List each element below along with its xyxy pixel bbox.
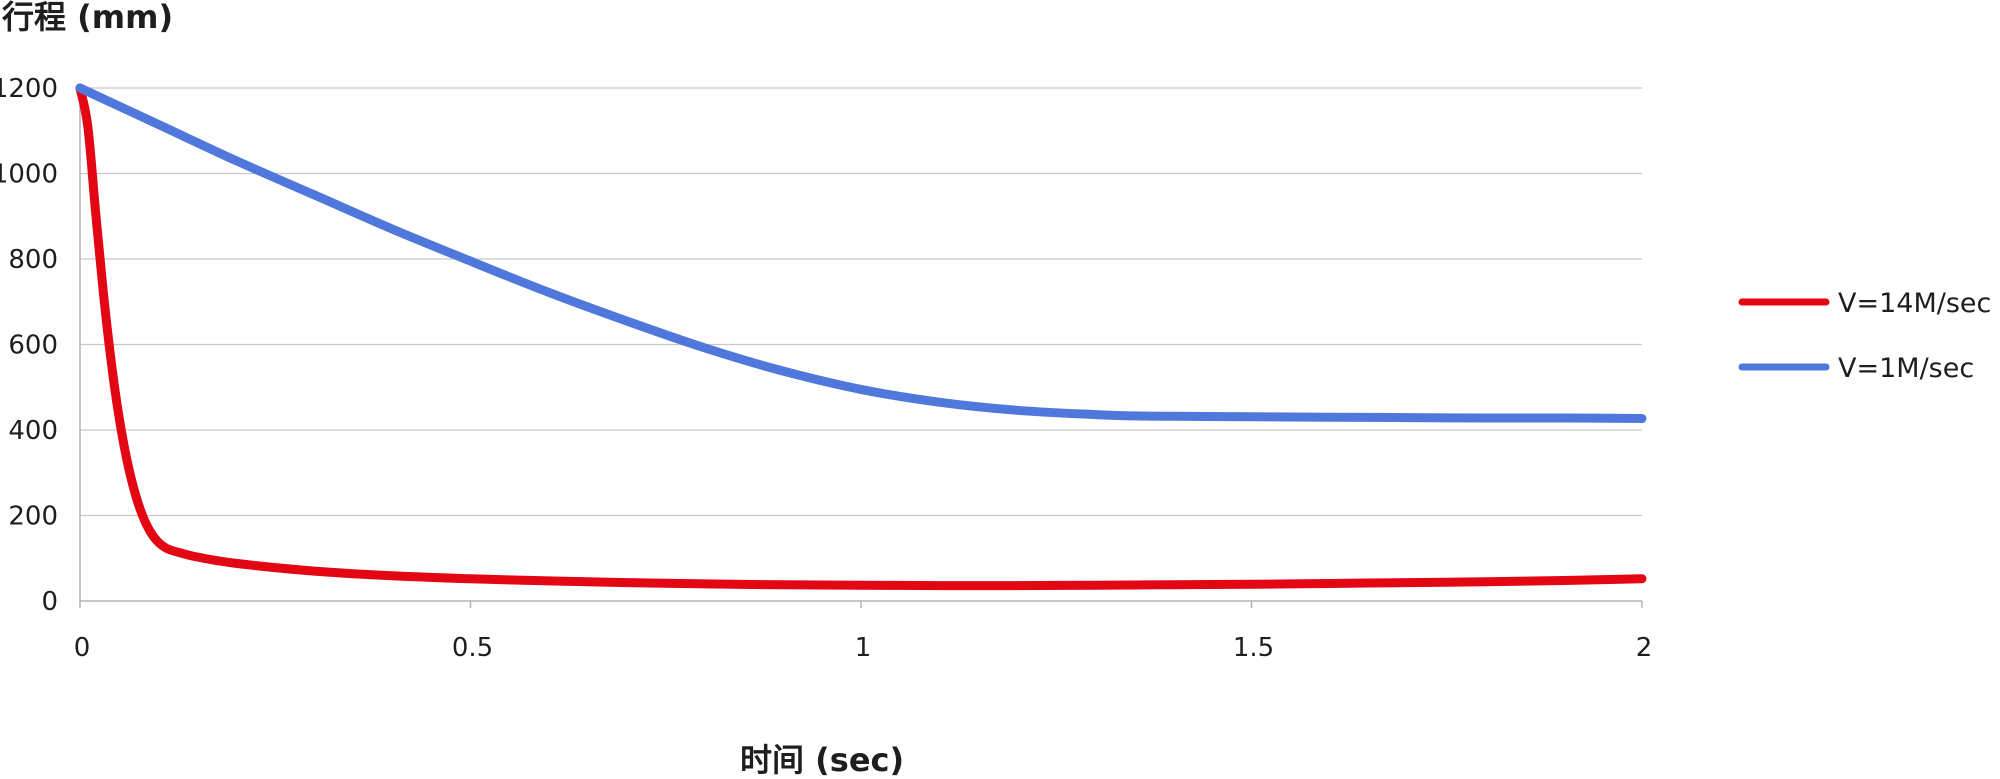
- y-tick-label: 800: [8, 245, 58, 275]
- legend: V=14M/sec V=1M/sec: [1738, 288, 1991, 384]
- y-axis-title: 行程 (mm): [2, 0, 173, 36]
- x-tick-label: 0: [74, 633, 91, 663]
- x-tick-label: 1.5: [1233, 633, 1274, 663]
- gridlines: [80, 87, 1642, 517]
- y-tick-label: 400: [8, 416, 58, 446]
- legend-label-2: V=1M/sec: [1838, 353, 1974, 384]
- series-lines: [75, 83, 1647, 591]
- y-tick-label: 600: [8, 331, 58, 361]
- x-tick-label: 0.5: [452, 633, 493, 663]
- axes: [79, 88, 1643, 608]
- x-axis-title: 时间 (sec): [740, 741, 904, 779]
- y-tick-label: 0: [41, 587, 58, 617]
- x-tick-label: 1: [855, 633, 872, 663]
- legend-label-1: V=14M/sec: [1838, 288, 1991, 319]
- y-tick-label: 1000: [0, 160, 58, 190]
- y-tick-label: 200: [8, 502, 58, 532]
- series-line-2: [75, 83, 1647, 423]
- x-tick-label: 2: [1636, 633, 1653, 663]
- series-line-1: [75, 83, 1647, 591]
- tick-labels: 0 200 400 600 800 1000 1200 0 0.5 1 1.5 2: [0, 74, 1652, 663]
- y-tick-label: 1200: [0, 74, 58, 104]
